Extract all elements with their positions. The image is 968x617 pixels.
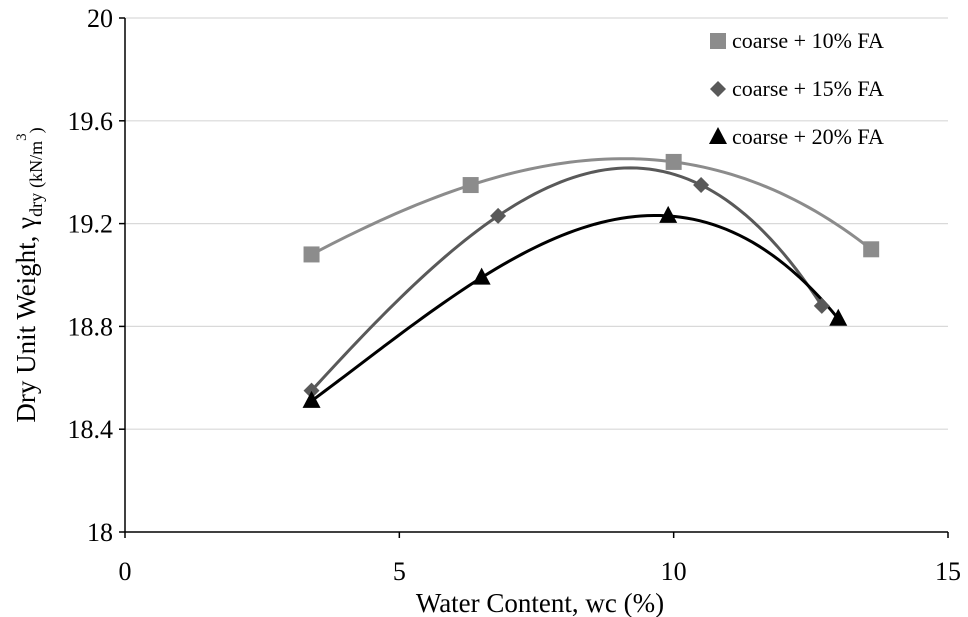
data-point-series-3-4	[829, 308, 848, 326]
y-tick-label-0: 18	[87, 518, 113, 547]
data-point-series-2-1	[303, 382, 320, 399]
y-tick-label-1: 18.4	[68, 415, 114, 444]
tick-labels: 18 18.4 18.8 19.2 19.6 20 0 5 10 15	[68, 4, 962, 586]
x-tick-label-1: 5	[393, 557, 406, 586]
y-axis-title-unit: (kN/m	[26, 141, 47, 188]
legend-marker-series-3	[709, 127, 727, 144]
y-axis-title: Dry Unit Weight, γdry (kN/m3)	[11, 127, 47, 422]
data-point-series-3-1	[302, 390, 321, 408]
data-point-series-3-2	[472, 267, 491, 285]
legend-marker-series-1	[710, 33, 726, 49]
data-point-series-1-3	[665, 153, 682, 170]
legend-label-series-1: coarse + 10% FA	[732, 28, 884, 53]
legend: coarse + 10% FA coarse + 15% FA coarse + 2…	[709, 28, 884, 149]
x-axis-title: Water Content, wc (%)	[416, 588, 664, 617]
trend-curve-series-3	[310, 213, 840, 403]
y-tick-label-3: 19.2	[68, 210, 114, 239]
data-point-series-2-4	[813, 297, 830, 314]
x-tick-label-3: 15	[935, 557, 961, 586]
y-axis-title-main: Dry Unit Weight, γ	[11, 217, 41, 423]
grid-lines	[125, 17, 948, 430]
data-point-series-1-1	[303, 246, 320, 263]
legend-marker-series-2	[710, 81, 726, 97]
trend-curves	[310, 157, 873, 403]
y-axis-title-subscript: dry	[26, 193, 46, 217]
y-axis-title-unit-close: )	[26, 127, 47, 133]
y-tick-label-2: 18.8	[68, 312, 114, 341]
data-point-series-1-2	[462, 177, 479, 194]
data-markers	[302, 153, 880, 408]
trend-curve-series-2	[310, 166, 824, 392]
data-point-series-3-3	[659, 205, 678, 223]
data-point-series-1-4	[863, 241, 880, 258]
y-tick-label-4: 19.6	[68, 107, 114, 136]
axes	[119, 17, 949, 538]
y-tick-label-5: 20	[87, 4, 113, 33]
legend-label-series-3: coarse + 20% FA	[732, 124, 884, 149]
x-tick-label-0: 0	[119, 557, 132, 586]
trend-curve-series-1	[310, 157, 873, 256]
data-point-series-2-3	[693, 177, 710, 194]
y-axis-title-unit-sup: 3	[14, 133, 30, 141]
data-point-series-2-2	[490, 207, 507, 224]
x-tick-label-2: 10	[661, 557, 687, 586]
legend-label-series-2: coarse + 15% FA	[732, 76, 884, 101]
